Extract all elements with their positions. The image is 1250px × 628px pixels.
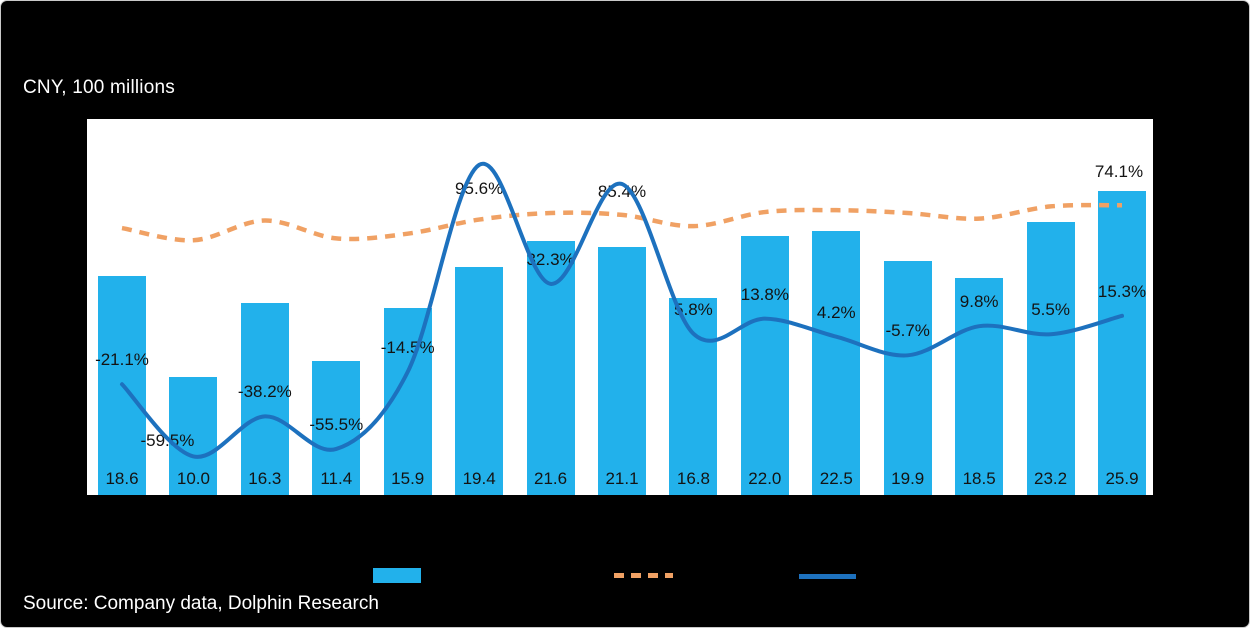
- axis-tick: [1154, 353, 1161, 355]
- bar: [169, 377, 218, 495]
- axis-tick: [1154, 259, 1161, 261]
- bar: [312, 361, 361, 495]
- bar: [740, 236, 789, 495]
- axis-tick: [79, 353, 86, 355]
- growth-percent-label: -21.1%: [95, 350, 149, 370]
- growth-percent-label: -5.7%: [885, 321, 930, 341]
- growth-percent-label: 13.8%: [740, 284, 789, 304]
- bar: [883, 261, 932, 495]
- axis-tick: [79, 494, 86, 496]
- axis-tick: [79, 447, 86, 449]
- bar-value-label: 18.6: [105, 469, 139, 488]
- bar-value-label: 11.4: [320, 469, 353, 488]
- gross-margin-dashed-line: [121, 202, 1123, 243]
- growth-percent-label: 4.2%: [816, 302, 856, 322]
- axis-tick: [79, 400, 86, 402]
- growth-percent-label: 15.3%: [1097, 281, 1147, 301]
- axis-tick: [1154, 447, 1161, 449]
- axis-tick: [1154, 118, 1161, 120]
- axis-tick: [79, 212, 86, 214]
- growth-percent-label: -38.2%: [237, 382, 292, 402]
- bar-value-label: 16.8: [676, 469, 710, 488]
- growth-percent-label: 5.8%: [674, 299, 713, 319]
- bar: [598, 247, 646, 495]
- bar-value-label: 15.9: [391, 469, 425, 488]
- line-layer: [120, 161, 1124, 459]
- bar: [812, 231, 861, 495]
- legend-dashed-line-swatch: [614, 573, 673, 578]
- axis-tick: [1154, 494, 1161, 496]
- axis-unit-label: CNY, 100 millions: [23, 77, 175, 98]
- axis-tick: [1154, 400, 1161, 402]
- bar-value-label: 25.9: [1105, 469, 1139, 488]
- margin-percent-label: 74.1%: [1094, 162, 1144, 182]
- axis-tick: [1154, 306, 1161, 308]
- bar-value-label: 21.1: [605, 469, 639, 488]
- bar: [1026, 222, 1075, 495]
- axis-tick: [79, 259, 86, 261]
- legend-solid-line-swatch: [799, 574, 856, 579]
- bar: [240, 303, 289, 495]
- growth-percent-label: 9.8%: [959, 292, 999, 312]
- legend-bar-swatch: [373, 568, 421, 583]
- axis-tick: [79, 118, 86, 120]
- growth-percent-label: 5.5%: [1031, 300, 1070, 320]
- bar-value-label: 23.2: [1034, 469, 1068, 488]
- bar-value-label: 22.0: [748, 469, 782, 488]
- bar: [455, 267, 504, 495]
- axis-tick: [1154, 165, 1161, 167]
- axis-tick: [79, 165, 86, 167]
- bar: [955, 278, 1004, 495]
- growth-percent-label: 32.3%: [526, 249, 575, 269]
- bar-value-label: 22.5: [819, 469, 853, 488]
- growth-percent-label: -55.5%: [309, 414, 364, 434]
- plot-area: 18.6 10.0 16.3 11.4 15.9 19.4 21.6 21.1 16.8 22.0…: [79, 118, 1161, 496]
- source-note: Source: Company data, Dolphin Research: [23, 593, 379, 614]
- bar-value-label: 16.3: [248, 469, 282, 488]
- bar-value-label: 21.6: [534, 469, 568, 488]
- axis-tick: [1154, 212, 1161, 214]
- bar-value-label: 18.5: [962, 469, 996, 488]
- yoy-growth-line: [120, 161, 1124, 459]
- axis-tick: [79, 306, 86, 308]
- bar-value-label: 19.9: [891, 469, 925, 488]
- bar: [1098, 191, 1146, 495]
- bar-value-label: 19.4: [462, 469, 496, 488]
- bar-value-label: 10.0: [176, 469, 210, 488]
